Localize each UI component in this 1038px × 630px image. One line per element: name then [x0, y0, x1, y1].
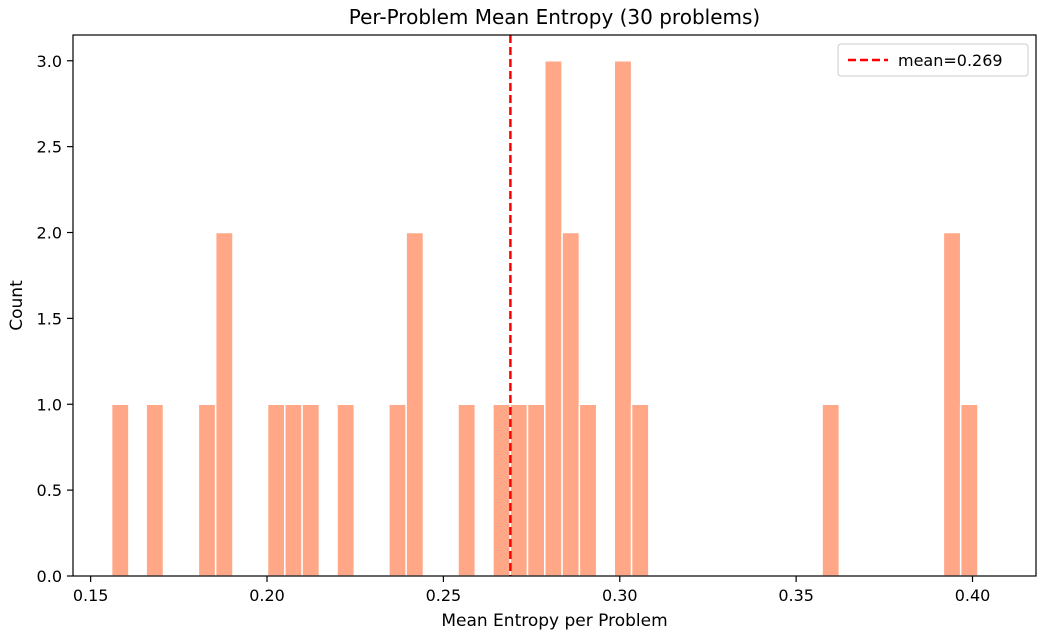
- x-tick-label: 0.40: [955, 586, 991, 605]
- histogram-bar: [578, 403, 598, 577]
- y-axis: 0.0 0.5 1.0 1.5 2.0 2.5 3.0: [37, 52, 73, 586]
- histogram-bar: [388, 403, 407, 577]
- histogram-bar: [561, 231, 581, 577]
- histogram-bar: [405, 231, 425, 577]
- histogram-bar: [526, 403, 546, 577]
- histogram-bar: [301, 403, 321, 577]
- y-axis-label: Count: [7, 280, 27, 331]
- histogram-bar: [492, 403, 511, 577]
- y-tick-label: 2.5: [37, 138, 62, 157]
- histogram-bar: [197, 403, 217, 577]
- y-tick-label: 1.5: [37, 309, 62, 328]
- histogram-bar: [214, 231, 234, 577]
- legend-box: [837, 43, 1029, 77]
- histogram-bar: [110, 403, 130, 577]
- chart-title: Per-Problem Mean Entropy (30 problems): [349, 5, 760, 29]
- y-tick-label: 0.5: [37, 481, 62, 500]
- y-tick-label: 2.0: [37, 224, 62, 243]
- histogram-bar: [336, 403, 356, 577]
- histogram-bar: [821, 403, 841, 577]
- x-tick-label: 0.35: [778, 586, 814, 605]
- x-tick-label: 0.30: [602, 586, 638, 605]
- histogram-bar: [266, 403, 286, 577]
- histogram-bar: [959, 403, 979, 577]
- y-tick-label: 3.0: [37, 52, 62, 71]
- histogram-bar: [630, 403, 650, 577]
- histogram-bar: [942, 231, 962, 577]
- histogram-bar: [613, 60, 633, 577]
- histogram-bar: [145, 403, 165, 577]
- legend-label: mean=0.269: [898, 51, 1003, 70]
- plot-frame: [72, 34, 1037, 577]
- histogram-bar: [284, 403, 303, 577]
- x-tick-label: 0.15: [73, 586, 109, 605]
- legend: mean=0.269: [837, 43, 1029, 77]
- y-tick-label: 1.0: [37, 395, 62, 414]
- x-tick-label: 0.25: [426, 586, 462, 605]
- x-axis-label: Mean Entropy per Problem: [441, 611, 667, 630]
- histogram-bar: [544, 60, 563, 577]
- histogram-bar: [509, 403, 529, 577]
- x-tick-label: 0.20: [249, 586, 285, 605]
- bars-group: [110, 60, 979, 577]
- histogram-bar: [457, 403, 477, 577]
- y-tick-label: 0.0: [37, 567, 62, 586]
- x-axis: 0.15 0.20 0.25 0.30 0.35 0.40: [73, 576, 990, 605]
